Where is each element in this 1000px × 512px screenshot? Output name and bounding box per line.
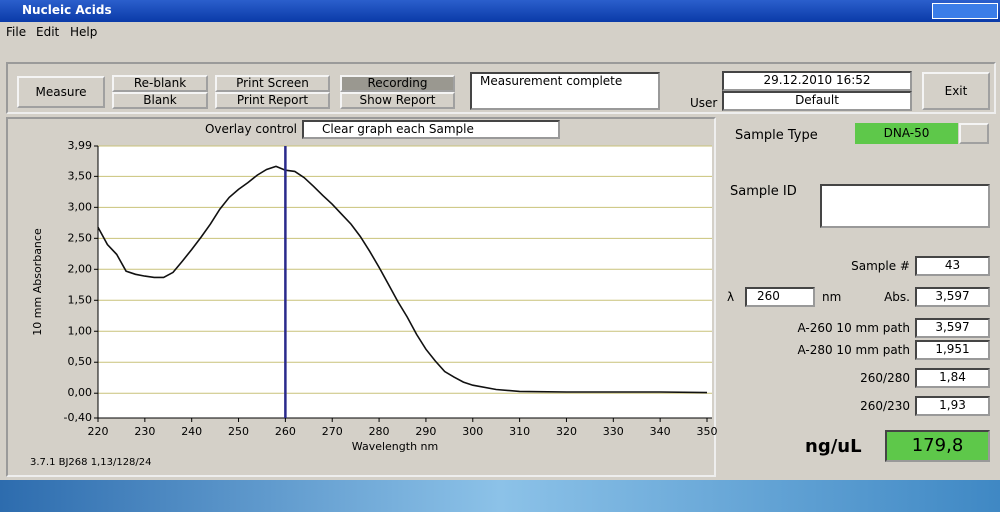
x-tick-label: 260 [275, 425, 296, 438]
datetime-box: 29.12.2010 16:52 [722, 71, 912, 91]
x-tick-label: 320 [556, 425, 577, 438]
user-box: Default [722, 91, 912, 111]
window-controls[interactable] [932, 3, 998, 19]
x-tick-label: 330 [603, 425, 624, 438]
abs-value: 3,597 [915, 287, 990, 307]
y-tick-label: 0,50 [68, 355, 93, 368]
x-tick-label: 270 [322, 425, 343, 438]
nm-label: nm [822, 290, 842, 304]
sample-no-label: Sample # [851, 259, 910, 273]
x-tick-label: 240 [181, 425, 202, 438]
sample-id-box[interactable] [820, 184, 990, 228]
y-tick-label: -0,40 [64, 411, 92, 424]
x-tick-label: 220 [88, 425, 109, 438]
y-tick-label: 3,00 [68, 200, 93, 213]
x-tick-label: 310 [509, 425, 530, 438]
y-tick-label: 3,50 [68, 169, 93, 182]
x-tick-label: 350 [697, 425, 718, 438]
ratio-280-label: 260/280 [860, 371, 910, 385]
status-box: Measurement complete [470, 72, 660, 110]
conc-label: ng/uL [805, 436, 862, 457]
title-bar [0, 0, 1000, 22]
measure-button[interactable]: Measure [17, 76, 105, 108]
x-tick-label: 230 [134, 425, 155, 438]
footer-version: 3.7.1 BJ268 1,13/128/24 [30, 457, 152, 468]
lambda-symbol: λ [727, 290, 735, 304]
x-axis-title: Wavelength nm [352, 440, 438, 453]
y-tick-label: 0,00 [68, 386, 93, 399]
y-axis-title: 10 mm Absorbance [31, 228, 44, 336]
sample-type-label: Sample Type [735, 128, 818, 143]
chart: Wavelength nm 10 mm Absorbance -0,40 0,00… [31, 139, 718, 453]
ratio-230-value: 1,93 [915, 396, 990, 416]
spectrum-line [97, 165, 708, 394]
ratio-230-label: 260/230 [860, 399, 910, 413]
a260-label: A-260 10 mm path [797, 321, 910, 335]
x-tick-label: 300 [462, 425, 483, 438]
recording-button[interactable]: Recording [340, 75, 455, 92]
menu-file[interactable]: File [6, 25, 27, 39]
x-tick-label: 340 [650, 425, 671, 438]
x-tick-label: 290 [415, 425, 436, 438]
abs-label: Abs. [884, 290, 910, 304]
menu-help[interactable]: Help [70, 25, 98, 39]
y-tick-label: 1,50 [68, 293, 93, 306]
print-report-button[interactable]: Print Report [215, 92, 330, 109]
exit-button[interactable]: Exit [922, 72, 990, 110]
y-tick-label: 2,50 [68, 231, 93, 244]
y-tick-label: 1,00 [68, 324, 93, 337]
graph-frame [6, 117, 716, 477]
conc-value: 179,8 [885, 430, 990, 462]
sample-no-value: 43 [915, 256, 990, 276]
x-tick-label: 250 [228, 425, 249, 438]
menu-edit[interactable]: Edit [36, 25, 60, 39]
user-label: User [690, 96, 718, 110]
toolbar [6, 62, 996, 114]
window-title: Nucleic Acids [22, 3, 112, 17]
ratio-280-value: 1,84 [915, 368, 990, 388]
overlay-label: Overlay control [204, 122, 297, 136]
overlay-select[interactable]: Clear graph each Sample [302, 120, 560, 139]
sample-type-value[interactable]: DNA-50 [855, 123, 958, 144]
sample-type-dropdown[interactable] [959, 123, 989, 144]
y-tick-label: 2,00 [68, 262, 93, 275]
plot-area [98, 146, 712, 418]
desktop [0, 480, 1000, 512]
show-report-button[interactable]: Show Report [340, 92, 455, 109]
wavelength-input[interactable]: 260 [745, 287, 815, 307]
sample-id-label: Sample ID [730, 184, 797, 199]
reblank-button[interactable]: Re-blank [112, 75, 208, 92]
y-tick-label: 3,99 [68, 139, 93, 152]
x-tick-label: 280 [369, 425, 390, 438]
blank-button[interactable]: Blank [112, 92, 208, 109]
a280-value: 1,951 [915, 340, 990, 360]
print-screen-button[interactable]: Print Screen [215, 75, 330, 92]
a280-label: A-280 10 mm path [797, 343, 910, 357]
a260-value: 3,597 [915, 318, 990, 338]
